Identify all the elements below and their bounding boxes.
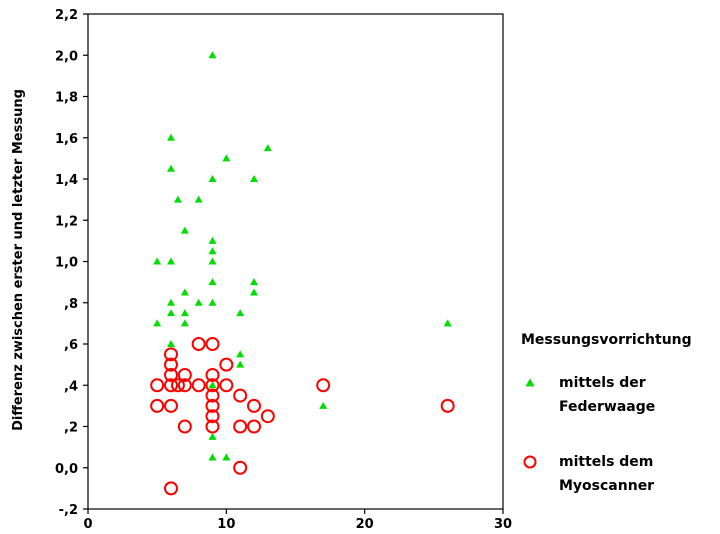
y-tick-label: ,2 xyxy=(64,421,78,436)
y-axis: -,2 0,0 ,2 ,4 ,6 ,8 1,0 1,2 1,4 1,6 1,8 2,0 2,2 xyxy=(55,8,88,518)
myoscanner-point xyxy=(440,398,455,413)
federwaage-point xyxy=(208,51,217,59)
federwaage-point xyxy=(208,257,217,265)
x-axis: 0 10 20 30 xyxy=(83,509,512,532)
myoscanner-point xyxy=(177,378,192,393)
y-tick-label: 2,2 xyxy=(55,8,78,23)
federwaage-point xyxy=(236,360,245,368)
legend-circle-marker xyxy=(523,455,537,469)
myoscanner-point xyxy=(164,357,178,372)
myoscanner-point xyxy=(164,367,178,382)
legend-label: Federwaage xyxy=(559,399,655,415)
federwaage-point xyxy=(180,226,189,234)
myoscanner-point xyxy=(164,347,178,362)
plot-frame xyxy=(87,13,504,510)
federwaage-point xyxy=(208,175,217,182)
myoscanner-point xyxy=(177,419,192,434)
federwaage-point xyxy=(167,309,175,317)
myoscanner-point xyxy=(191,337,206,351)
federwaage-point xyxy=(153,319,162,327)
myoscanner-point xyxy=(205,409,220,424)
y-tick-label: 1,4 xyxy=(55,173,78,188)
myoscanner-point xyxy=(164,378,178,393)
federwaage-point xyxy=(167,133,175,141)
federwaage-point xyxy=(250,288,258,296)
myoscanner-point xyxy=(191,378,206,393)
federwaage-point xyxy=(250,278,258,286)
x-tick-label: 0 xyxy=(83,517,92,532)
myoscanner-point xyxy=(260,409,275,424)
federwaage-point xyxy=(194,298,203,306)
myoscanner-point xyxy=(205,367,220,382)
federwaage-point xyxy=(222,154,231,162)
myoscanner-point xyxy=(247,398,261,413)
myoscanner-point xyxy=(316,378,331,393)
myoscanner-point xyxy=(205,419,220,434)
y-axis-label: Differenz zwischen erster und letzter Me… xyxy=(11,89,26,431)
federwaage-point xyxy=(208,453,217,461)
federwaage-point xyxy=(263,144,272,152)
myoscanner-point xyxy=(170,378,185,393)
federwaage-point xyxy=(180,288,189,296)
myoscanner-point xyxy=(177,367,192,382)
y-tick-label: 1,0 xyxy=(55,256,78,271)
federwaage-point xyxy=(180,309,189,317)
federwaage-point xyxy=(167,164,175,172)
federwaage-point xyxy=(236,350,245,358)
federwaage-point xyxy=(443,319,452,327)
legend-label: mittels dem xyxy=(559,454,653,470)
myoscanner-point xyxy=(233,419,248,434)
federwaage-point xyxy=(250,175,258,182)
myoscanner-point xyxy=(233,388,248,403)
y-tick-label: ,8 xyxy=(64,297,78,312)
federwaage-point xyxy=(208,298,217,306)
federwaage-point xyxy=(208,432,217,440)
myoscanner-point xyxy=(150,378,165,393)
federwaage-point xyxy=(167,298,175,306)
legend-title: Messungsvorrichtung xyxy=(521,332,692,348)
legend-label: Myoscanner xyxy=(559,478,654,494)
legend-triangle-marker xyxy=(525,378,535,387)
myoscanner-point xyxy=(205,378,220,393)
y-tick-label: 1,6 xyxy=(55,132,78,147)
myoscanner-point xyxy=(205,337,220,351)
y-tick-label: ,6 xyxy=(64,338,78,353)
y-tick-label: 1,8 xyxy=(55,91,78,106)
legend-label: mittels der xyxy=(559,375,646,391)
federwaage-point xyxy=(167,340,175,347)
federwaage-point xyxy=(208,236,217,244)
federwaage-point xyxy=(236,309,245,317)
federwaage-point xyxy=(194,195,203,203)
y-tick-label: 2,0 xyxy=(55,49,78,64)
y-tick-label: 0,0 xyxy=(55,462,78,477)
myoscanner-point xyxy=(205,388,220,403)
x-tick-label: 30 xyxy=(494,517,512,532)
federwaage-point xyxy=(153,257,162,265)
myoscanner-point xyxy=(233,460,248,475)
federwaage-point xyxy=(208,381,217,389)
federwaage-point xyxy=(208,247,217,255)
myoscanner-point xyxy=(150,398,165,413)
myoscanner-point xyxy=(164,481,178,496)
federwaage-point xyxy=(208,278,217,286)
federwaage-point xyxy=(173,195,182,203)
x-tick-label: 20 xyxy=(356,517,374,532)
legend: Messungsvorrichtung mittels der Federwaag… xyxy=(521,332,692,494)
federwaage-point xyxy=(180,319,189,327)
myoscanner-point xyxy=(219,357,234,372)
y-tick-label: ,4 xyxy=(64,379,78,394)
y-tick-label: 1,2 xyxy=(55,214,78,229)
myoscanner-point xyxy=(219,378,234,393)
x-tick-label: 10 xyxy=(217,517,235,532)
federwaage-point xyxy=(319,401,328,409)
myoscanner-point xyxy=(205,398,220,413)
data-points xyxy=(150,51,455,496)
myoscanner-point xyxy=(247,419,261,434)
myoscanner-point xyxy=(164,398,178,413)
y-tick-label: -,2 xyxy=(59,503,78,518)
federwaage-point xyxy=(167,257,175,265)
federwaage-point xyxy=(222,453,231,461)
